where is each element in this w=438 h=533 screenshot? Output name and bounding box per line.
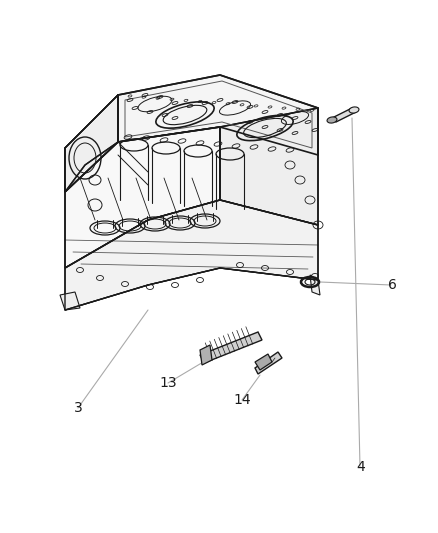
Text: 3: 3 [74,401,82,415]
Ellipse shape [349,107,359,113]
Polygon shape [220,108,318,225]
Polygon shape [200,345,212,365]
Text: 4: 4 [357,460,365,474]
Polygon shape [310,275,320,295]
Polygon shape [65,127,220,268]
Text: 6: 6 [388,278,396,292]
Ellipse shape [327,117,337,123]
Polygon shape [332,108,356,122]
Polygon shape [65,95,118,192]
Polygon shape [118,75,318,155]
Polygon shape [200,332,262,363]
Polygon shape [60,292,80,310]
Text: 13: 13 [159,376,177,390]
Polygon shape [65,95,118,192]
Polygon shape [255,354,272,370]
Text: 14: 14 [233,393,251,407]
Polygon shape [65,200,318,310]
Polygon shape [255,352,282,374]
